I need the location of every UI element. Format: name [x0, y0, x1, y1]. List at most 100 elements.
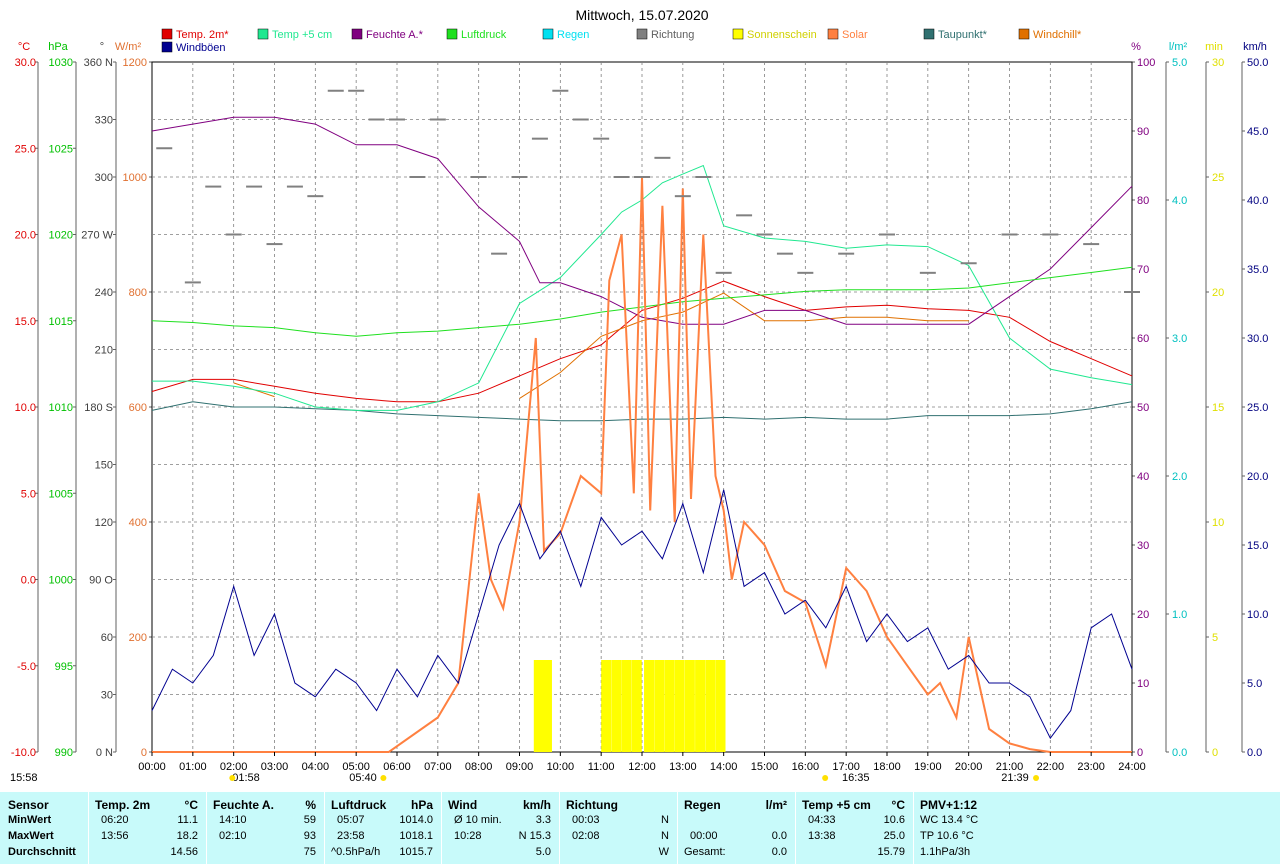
axis-tick-label-right: 5	[1212, 632, 1218, 644]
axis-unit-left: °C	[18, 41, 30, 53]
temp2m-min-value: 11.1	[177, 814, 198, 826]
grid	[151, 61, 1133, 753]
axis-tick-label-left: 1025	[49, 143, 73, 155]
axis-tick-label-right: 15	[1212, 402, 1224, 414]
sensor-header: Sensor	[8, 798, 49, 812]
chart-title: Mittwoch, 15.07.2020	[575, 7, 708, 23]
legend-swatch	[351, 28, 363, 40]
temp2m-max-value: 18.2	[176, 830, 198, 842]
luftdruck-header: Luftdruck	[331, 798, 387, 812]
regen-total-value: 0.0	[771, 846, 787, 858]
legend-swatch	[1018, 28, 1030, 40]
axis-tick-label-right: 25	[1212, 172, 1224, 184]
direction-mark	[634, 176, 650, 178]
direction-mark	[695, 176, 712, 178]
legend-label: Richtung	[651, 29, 694, 41]
legend-label: Temp +5 cm	[272, 29, 332, 41]
row-label-max: MaxWert	[8, 830, 54, 842]
direction-mark	[654, 156, 671, 159]
x-tick-label: 06:00	[383, 761, 411, 773]
axis-tick-label-right: 0.0	[1172, 747, 1187, 759]
axis-tick-label-left: 360 N	[84, 57, 113, 69]
feuchte-min-time: 14:10	[219, 814, 247, 826]
axis-tick-label-right: 40	[1137, 471, 1149, 483]
axis-tick-label-right: 20	[1137, 609, 1149, 621]
axis-tick-label-left: 30.0	[15, 57, 36, 69]
axis-tick-label-left: 60	[101, 632, 113, 644]
series-line-windb-en	[151, 489, 1133, 740]
temp5-min-time: 04:33	[808, 814, 836, 826]
axis-tick-label-left: 120	[95, 517, 113, 529]
legend-label: Feuchte A.*	[366, 29, 424, 41]
summary-luftdruck-col: Luftdruck hPa 05:07 1014.0 23:58 1018.1 …	[325, 792, 441, 864]
axis-tick-label-right: 60	[1137, 333, 1149, 345]
direction-mark	[531, 137, 548, 140]
wind-unit: km/h	[522, 798, 551, 812]
axis-tick-label-right: 30	[1137, 540, 1149, 552]
direction-mark	[715, 271, 732, 274]
axis-tick-label-right: 0.0	[1247, 747, 1262, 759]
sunshine-bar	[631, 660, 642, 752]
axis-tick-label-left: 10.0	[15, 402, 36, 414]
feuchte-max-time: 02:10	[219, 830, 247, 842]
legend-label: Taupunkt*	[938, 29, 988, 41]
axis-tick-label-right: 10.0	[1247, 609, 1268, 621]
series-line-temp-2m-	[151, 280, 1133, 403]
luftdruck-min-time: 05:07	[337, 814, 365, 826]
series-line-solar	[152, 176, 1132, 753]
axis-unit-left: °	[100, 41, 104, 53]
summary-feuchte-col: Feuchte A. % 14:10 59 02:10 93 75	[207, 792, 324, 864]
axis-tick-label-left: 300	[95, 172, 113, 184]
temp5-max-value: 25.0	[883, 830, 905, 842]
axis-unit-left: W/m²	[115, 41, 142, 53]
sunshine-bar	[684, 660, 695, 752]
direction-mark	[1124, 291, 1140, 293]
richtung-min-time: 00:03	[572, 814, 600, 826]
pmv-dewpoint: TP 10.6 °C	[920, 830, 974, 842]
direction-mark	[389, 118, 405, 121]
x-tick-label: 16:00	[792, 761, 820, 773]
sunshine-bar	[664, 660, 675, 752]
x-tick-label: 07:00	[424, 761, 452, 773]
series-line-feuchte-a-	[151, 116, 1133, 325]
sunshine-bar	[611, 660, 622, 752]
axis-tick-label-left: 1200	[123, 57, 147, 69]
legend-swatch	[257, 28, 269, 40]
axis-tick-label-right: 20.0	[1247, 471, 1268, 483]
direction-mark	[879, 233, 895, 236]
summary-table: Sensor MinWert MaxWert Durchschnitt Temp…	[0, 792, 1280, 864]
temp2m-avg-value: 14.56	[170, 846, 198, 858]
x-tick-label: 18:00	[873, 761, 901, 773]
direction-mark	[572, 118, 589, 121]
direction-mark	[552, 89, 569, 92]
axis-tick-label-left: 90 O	[89, 575, 113, 587]
legend-swatch	[161, 41, 173, 53]
sunshine-bar	[695, 660, 706, 752]
legend: Temp. 2m*Windböen Temp +5 cm Feuchte A.* Lu…	[161, 28, 1082, 54]
direction-mark	[1042, 233, 1059, 236]
sunshine-bar	[621, 660, 632, 752]
regen-header: Regen	[684, 798, 721, 812]
x-tick-label: 02:00	[220, 761, 248, 773]
direction-mark	[838, 252, 855, 255]
pmv-windchill: WC 13.4 °C	[920, 814, 979, 826]
direction-mark	[960, 262, 977, 265]
axis-tick-label-right: 4.0	[1172, 195, 1187, 207]
luftdruck-max-time: 23:58	[337, 830, 365, 842]
luftdruck-trend: ^0.5hPa/h	[331, 846, 381, 858]
axis-tick-label-left: 20.0	[15, 230, 36, 242]
sunshine-bar	[601, 660, 612, 752]
axis-unit-right: km/h	[1243, 41, 1267, 53]
row-label-avg: Durchschnitt	[8, 846, 76, 858]
axis-tick-label-right: 15.0	[1247, 540, 1268, 552]
axis-tick-label-right: 20	[1212, 287, 1224, 299]
legend-label: Windchill*	[1033, 29, 1082, 41]
axis-tick-label-left: 15.0	[15, 316, 36, 328]
axis-tick-label-left: 1015	[49, 316, 73, 328]
legend-swatch	[542, 28, 554, 40]
richtung-max-time: 02:08	[572, 830, 600, 842]
axis-tick-label-left: -10.0	[11, 747, 36, 759]
x-tick-label: 04:00	[302, 761, 330, 773]
sunshine-bar	[644, 660, 655, 752]
direction-mark	[674, 195, 691, 198]
